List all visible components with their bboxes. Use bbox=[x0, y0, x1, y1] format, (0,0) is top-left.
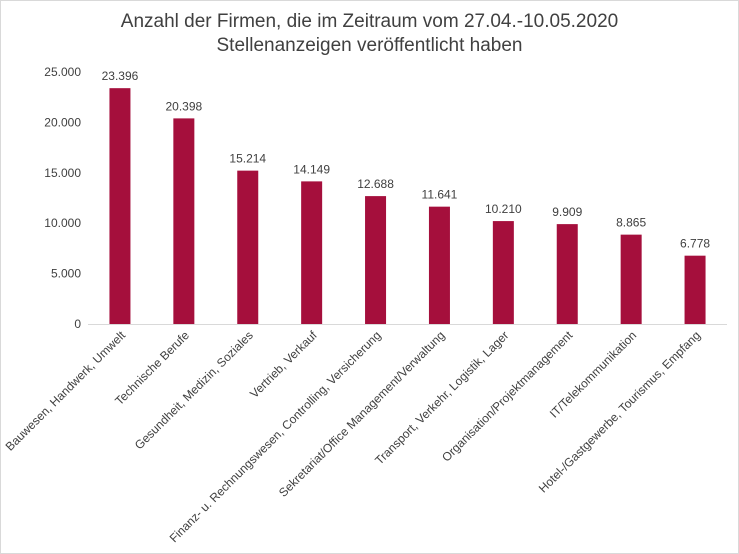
data-label: 6.778 bbox=[680, 237, 710, 251]
category-label: Finanz- u. Rechnungswesen, Controlling, … bbox=[167, 328, 384, 545]
bars bbox=[109, 88, 706, 325]
y-tick-label: 5.000 bbox=[51, 267, 81, 281]
category-label: Transport, Verkehr, Logistik, Lager bbox=[372, 328, 511, 467]
data-labels: 23.396 20.398 15.214 14.149 12.688 11.641 10.2… bbox=[102, 69, 711, 251]
bar bbox=[492, 221, 514, 324]
data-label: 10.210 bbox=[485, 202, 522, 216]
bar bbox=[365, 196, 387, 324]
data-label: 23.396 bbox=[102, 69, 139, 83]
data-label: 14.149 bbox=[293, 162, 330, 176]
data-label: 8.865 bbox=[616, 216, 646, 230]
data-label: 20.398 bbox=[165, 99, 202, 113]
y-tick-label: 15.000 bbox=[44, 166, 81, 180]
y-tick-label: 10.000 bbox=[44, 216, 81, 230]
chart-title-line-1: Anzahl der Firmen, die im Zeitraum vom 2… bbox=[120, 11, 619, 32]
bar bbox=[301, 181, 323, 324]
bar bbox=[237, 170, 259, 324]
bar bbox=[556, 224, 578, 324]
data-label: 12.688 bbox=[357, 177, 394, 191]
chart-title-line-2: Stellenanzeigen veröffentlicht haben bbox=[216, 35, 523, 56]
y-tick-label: 20.000 bbox=[44, 115, 81, 129]
bar bbox=[428, 206, 450, 324]
category-label: Gesundheit, Medizin, Soziales bbox=[132, 328, 256, 452]
bar bbox=[684, 255, 706, 324]
y-axis: 0 5.000 10.000 15.000 20.000 25.000 bbox=[44, 65, 81, 331]
bar bbox=[109, 88, 131, 324]
category-label: Bauwesen, Handwerk, Umwelt bbox=[3, 328, 129, 454]
data-label: 15.214 bbox=[229, 152, 266, 166]
data-label: 9.909 bbox=[552, 205, 582, 219]
y-tick-label: 0 bbox=[74, 317, 81, 331]
y-tick-label: 25.000 bbox=[44, 65, 81, 79]
chart-title: Anzahl der Firmen, die im Zeitraum vom 2… bbox=[0, 10, 739, 58]
bar bbox=[620, 234, 642, 324]
category-label: Vertrieb, Verkauf bbox=[247, 328, 320, 401]
bar bbox=[173, 118, 195, 325]
category-label: Organisation/Projektmanagement bbox=[439, 328, 576, 465]
data-label: 11.641 bbox=[422, 188, 458, 202]
